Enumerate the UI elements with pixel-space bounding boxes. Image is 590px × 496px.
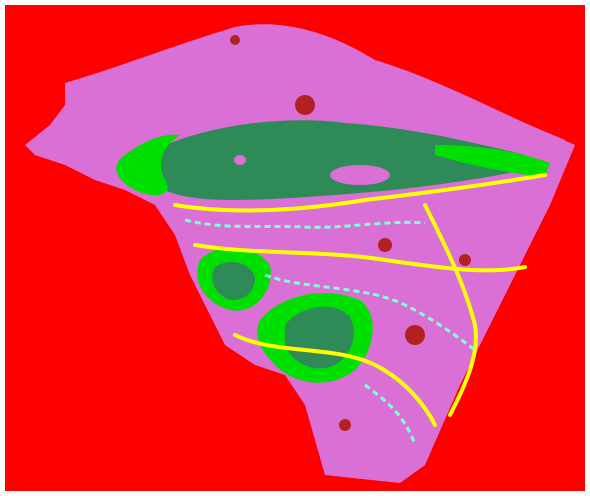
wetland-patch [378, 238, 392, 252]
lake-north [146, 120, 546, 200]
wetland-patch [459, 254, 471, 266]
moist-band-3 [364, 383, 417, 446]
classified-landcover-map [5, 5, 585, 491]
lake-north-rim-east [435, 145, 550, 177]
wetland-patch [230, 35, 240, 45]
lake-west-deep [212, 262, 255, 301]
lake-north-island-small [234, 155, 246, 165]
moist-band-2 [264, 273, 476, 352]
shoreline-north [173, 173, 547, 213]
shoreline-south [233, 333, 437, 427]
shoreline-east [423, 203, 478, 417]
wetland-patch [295, 95, 315, 115]
wetland-patch [405, 325, 425, 345]
lake-north-rim [116, 134, 180, 196]
wetland-patch [339, 419, 351, 431]
lake-north-island [330, 165, 390, 185]
shoreline-mid [193, 243, 527, 273]
upland-north [115, 62, 565, 155]
moist-band-1 [184, 218, 426, 229]
